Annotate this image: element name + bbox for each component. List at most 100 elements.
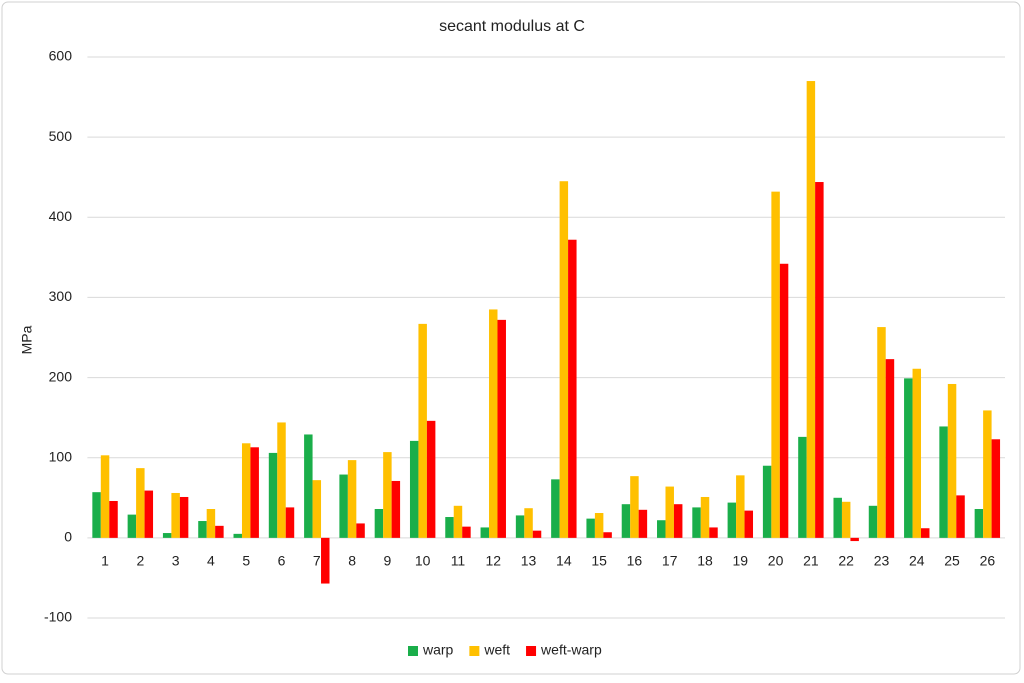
legend-label: warp	[422, 642, 454, 658]
bar	[630, 476, 639, 538]
bar	[586, 518, 595, 538]
x-tick-label: 17	[662, 553, 678, 569]
bar	[551, 479, 560, 538]
x-tick-label: 1	[101, 553, 109, 569]
x-tick-label: 11	[451, 553, 466, 569]
bar	[638, 509, 648, 538]
legend-swatch	[469, 646, 480, 656]
bar	[92, 492, 101, 538]
bar	[391, 480, 401, 538]
x-tick-label: 9	[383, 553, 391, 569]
bar	[524, 508, 533, 538]
x-tick-label: 25	[944, 553, 960, 569]
bar	[806, 81, 816, 538]
bar	[939, 426, 948, 538]
bar	[426, 420, 436, 538]
bar	[657, 520, 666, 538]
bar	[833, 497, 842, 538]
bar	[127, 514, 137, 538]
bar	[603, 532, 612, 538]
bar	[841, 501, 851, 538]
bar	[956, 495, 965, 538]
x-tick-label: 7	[313, 553, 321, 569]
x-tick-label: 3	[172, 553, 180, 569]
bar	[532, 530, 542, 538]
bar	[109, 500, 118, 538]
bar	[947, 383, 957, 538]
bar	[673, 504, 683, 538]
x-tick-label: 12	[485, 553, 501, 569]
bar	[356, 523, 365, 538]
bar	[285, 507, 295, 538]
bar	[462, 526, 471, 538]
bar	[250, 447, 259, 538]
bar	[850, 537, 859, 542]
bar	[594, 513, 604, 538]
x-tick-label: 20	[768, 553, 784, 569]
x-tick-label: 22	[838, 553, 854, 569]
x-tick-label: 23	[874, 553, 890, 569]
legend-swatch	[408, 646, 418, 656]
bar	[162, 533, 172, 538]
bar	[771, 191, 780, 538]
bar	[321, 537, 330, 584]
bar	[374, 509, 384, 538]
x-tick-label: 19	[733, 553, 749, 569]
x-tick-label: 21	[803, 553, 819, 569]
bar	[912, 368, 922, 538]
bar	[904, 378, 913, 538]
legend-label: weft	[483, 642, 510, 658]
x-tick-label: 2	[136, 553, 144, 569]
y-tick-label: 300	[49, 288, 73, 304]
x-tick-label: 24	[909, 553, 925, 569]
bar	[921, 528, 930, 538]
bar	[877, 327, 886, 538]
y-tick-label: 500	[49, 128, 73, 144]
bar	[233, 533, 242, 538]
x-tick-label: 6	[278, 553, 286, 569]
bar	[568, 239, 577, 538]
bar	[445, 517, 454, 538]
bar	[736, 475, 745, 538]
bar	[136, 468, 145, 538]
y-tick-label: 200	[49, 368, 73, 384]
bar	[762, 465, 772, 538]
bar	[885, 359, 895, 538]
x-tick-label: 8	[348, 553, 356, 569]
x-tick-label: 13	[521, 553, 537, 569]
bar	[727, 502, 737, 538]
bar	[991, 439, 1001, 538]
bar	[480, 527, 490, 538]
bar	[268, 452, 278, 538]
bar	[198, 521, 207, 538]
bar	[418, 323, 427, 538]
x-tick-label: 18	[697, 553, 713, 569]
chart-title: secant modulus at C	[439, 18, 585, 35]
bar	[383, 452, 392, 538]
x-tick-label: 16	[627, 553, 643, 569]
legend-swatch	[526, 646, 537, 656]
bar	[621, 504, 631, 538]
bar	[304, 434, 313, 538]
y-tick-label: 400	[49, 208, 73, 224]
y-tick-label: -100	[44, 609, 72, 625]
bar	[215, 525, 224, 538]
bar	[497, 319, 506, 538]
bar	[100, 455, 110, 538]
bar	[700, 496, 710, 538]
bar	[515, 515, 525, 538]
y-tick-label: 0	[64, 529, 72, 545]
bar	[453, 505, 463, 538]
x-tick-label: 5	[242, 553, 250, 569]
bar	[277, 422, 286, 538]
bar	[179, 496, 189, 538]
x-tick-label: 14	[556, 553, 572, 569]
bar	[489, 309, 498, 538]
y-tick-label: 100	[49, 448, 73, 464]
bar	[241, 443, 251, 538]
bar	[339, 474, 348, 538]
bar	[744, 510, 754, 538]
bar	[206, 509, 216, 538]
